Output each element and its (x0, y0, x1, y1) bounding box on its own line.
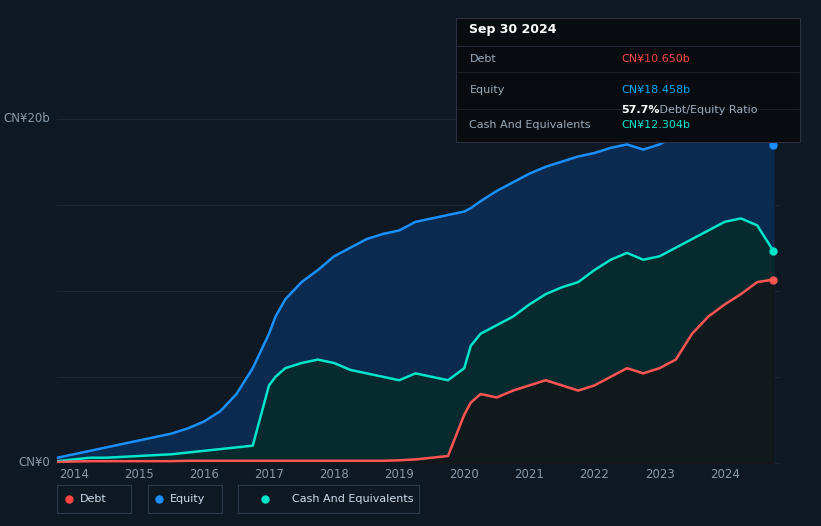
Text: 57.7%: 57.7% (621, 105, 659, 115)
Text: Equity: Equity (470, 85, 505, 95)
Text: CN¥12.304b: CN¥12.304b (621, 120, 690, 130)
Text: Debt/Equity Ratio: Debt/Equity Ratio (656, 105, 757, 115)
Text: Debt: Debt (470, 54, 496, 64)
Text: Cash And Equivalents: Cash And Equivalents (292, 494, 414, 504)
Text: CN¥20b: CN¥20b (3, 112, 50, 125)
Text: Equity: Equity (170, 494, 205, 504)
Text: CN¥0: CN¥0 (19, 457, 50, 469)
Text: Cash And Equivalents: Cash And Equivalents (470, 120, 591, 130)
Text: CN¥10.650b: CN¥10.650b (621, 54, 690, 64)
Text: Sep 30 2024: Sep 30 2024 (470, 23, 557, 36)
Text: Debt: Debt (80, 494, 107, 504)
Text: CN¥18.458b: CN¥18.458b (621, 85, 690, 95)
